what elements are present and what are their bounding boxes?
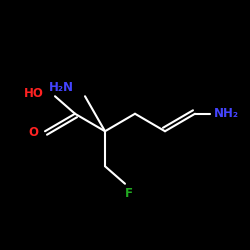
Text: O: O [29,126,39,138]
Text: H₂N: H₂N [49,81,74,94]
Text: F: F [125,187,133,200]
Text: NH₂: NH₂ [214,107,239,120]
Text: HO: HO [24,87,44,100]
